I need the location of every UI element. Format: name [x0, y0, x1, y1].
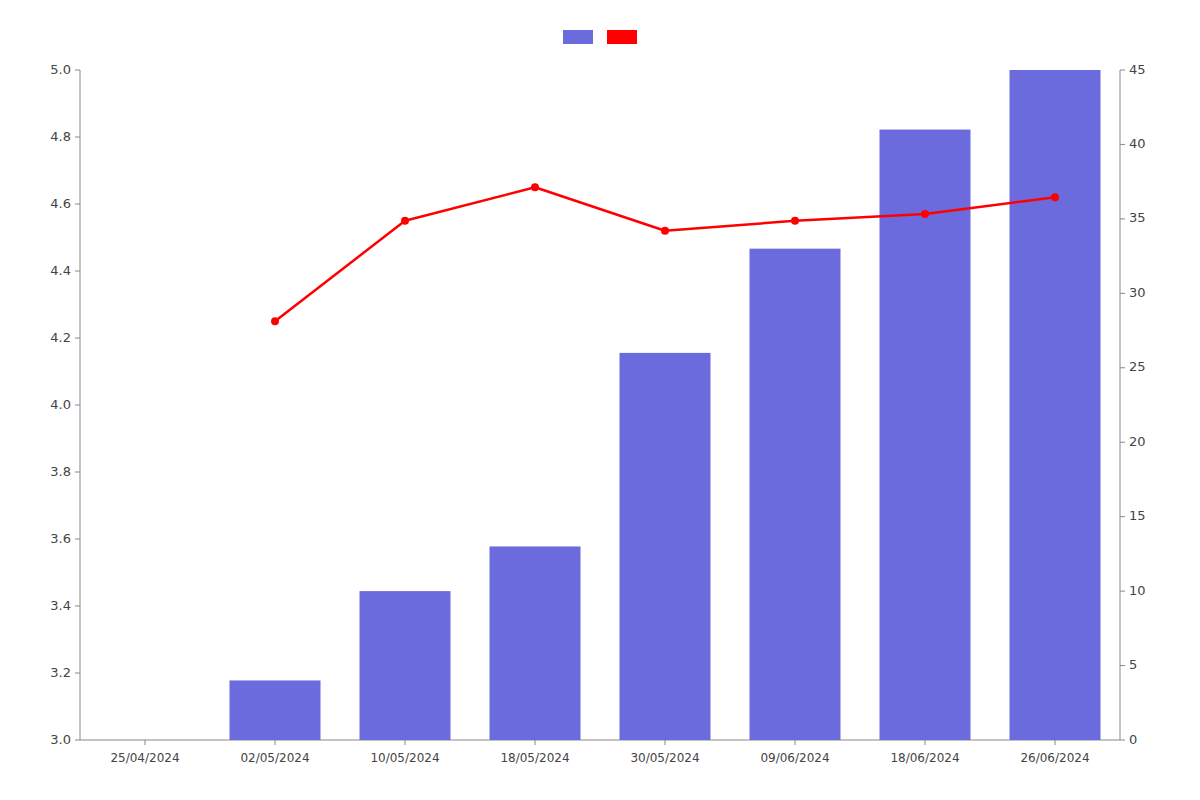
legend-swatch	[563, 30, 593, 44]
tick-mark	[1120, 516, 1125, 517]
tick-mark	[75, 606, 80, 607]
tick-label: 30	[1129, 285, 1146, 300]
tick-mark	[1120, 70, 1125, 71]
marker	[661, 227, 669, 235]
tick-mark	[75, 204, 80, 205]
tick-label: 4.6	[50, 196, 71, 211]
tick-label: 5	[1129, 657, 1137, 672]
tick-mark	[1120, 293, 1125, 294]
marker	[921, 210, 929, 218]
chart: 3.0 3.2 3.4 3.6 3.8 4.0 4.2 4.4 4.6 4.8 5.0 0 5 10 15 2…	[0, 0, 1200, 800]
bar	[490, 546, 581, 740]
left-axis: 3.0 3.2 3.4 3.6 3.8 4.0 4.2 4.4 4.6 4.8 5.0	[50, 62, 80, 747]
tick-mark	[75, 539, 80, 540]
tick-mark	[275, 740, 276, 745]
tick-label: 40	[1129, 136, 1146, 151]
marker	[271, 317, 279, 325]
tick-mark	[405, 740, 406, 745]
bar	[1010, 70, 1101, 740]
tick-label: 3.2	[50, 665, 71, 680]
tick-label: 3.8	[50, 464, 71, 479]
bar	[360, 591, 451, 740]
tick-label: 35	[1129, 210, 1146, 225]
tick-mark	[665, 740, 666, 745]
tick-label: 3.6	[50, 531, 71, 546]
tick-mark	[75, 673, 80, 674]
tick-mark	[1120, 144, 1125, 145]
tick-label: 45	[1129, 62, 1146, 77]
tick-mark	[145, 740, 146, 745]
tick-mark	[75, 405, 80, 406]
tick-label: 10/05/2024	[370, 751, 439, 765]
bar	[750, 249, 841, 740]
tick-label: 10	[1129, 583, 1146, 598]
bar	[620, 353, 711, 740]
tick-mark	[535, 740, 536, 745]
marker	[791, 217, 799, 225]
tick-mark	[75, 271, 80, 272]
tick-mark	[1055, 740, 1056, 745]
tick-mark	[75, 70, 80, 71]
tick-label: 25	[1129, 359, 1146, 374]
tick-mark	[75, 740, 80, 741]
tick-label: 02/05/2024	[240, 751, 309, 765]
tick-label: 4.0	[50, 397, 71, 412]
tick-label: 09/06/2024	[760, 751, 829, 765]
marker	[1051, 193, 1059, 201]
tick-mark	[925, 740, 926, 745]
plot-area	[230, 70, 1101, 740]
tick-mark	[75, 338, 80, 339]
bar-series	[230, 70, 1101, 740]
bar	[230, 680, 321, 740]
tick-mark	[1120, 367, 1125, 368]
marker	[401, 217, 409, 225]
right-axis: 0 5 10 15 20 25 30 35 40 45	[1120, 62, 1146, 747]
legend-swatch	[607, 30, 637, 44]
bar	[880, 130, 971, 740]
tick-label: 18/06/2024	[890, 751, 959, 765]
tick-mark	[1120, 591, 1125, 592]
tick-mark	[1120, 442, 1125, 443]
tick-label: 0	[1129, 732, 1137, 747]
x-axis: 25/04/2024 02/05/2024 10/05/2024 18/05/2024…	[80, 740, 1120, 765]
tick-label: 3.0	[50, 732, 71, 747]
axis-line	[1120, 70, 1121, 740]
tick-label: 30/05/2024	[630, 751, 699, 765]
tick-label: 20	[1129, 434, 1146, 449]
tick-mark	[1120, 218, 1125, 219]
tick-mark	[1120, 665, 1125, 666]
marker	[531, 183, 539, 191]
tick-label: 15	[1129, 508, 1146, 523]
tick-mark	[795, 740, 796, 745]
tick-label: 5.0	[50, 62, 71, 77]
tick-mark	[1120, 740, 1125, 741]
tick-label: 3.4	[50, 598, 71, 613]
tick-label: 4.4	[50, 263, 71, 278]
tick-label: 4.2	[50, 330, 71, 345]
tick-label: 18/05/2024	[500, 751, 569, 765]
tick-label: 26/06/2024	[1020, 751, 1089, 765]
tick-label: 4.8	[50, 129, 71, 144]
tick-mark	[75, 137, 80, 138]
legend	[563, 30, 637, 44]
tick-label: 25/04/2024	[110, 751, 179, 765]
line	[275, 187, 1055, 321]
line-series	[271, 183, 1059, 325]
tick-mark	[75, 472, 80, 473]
